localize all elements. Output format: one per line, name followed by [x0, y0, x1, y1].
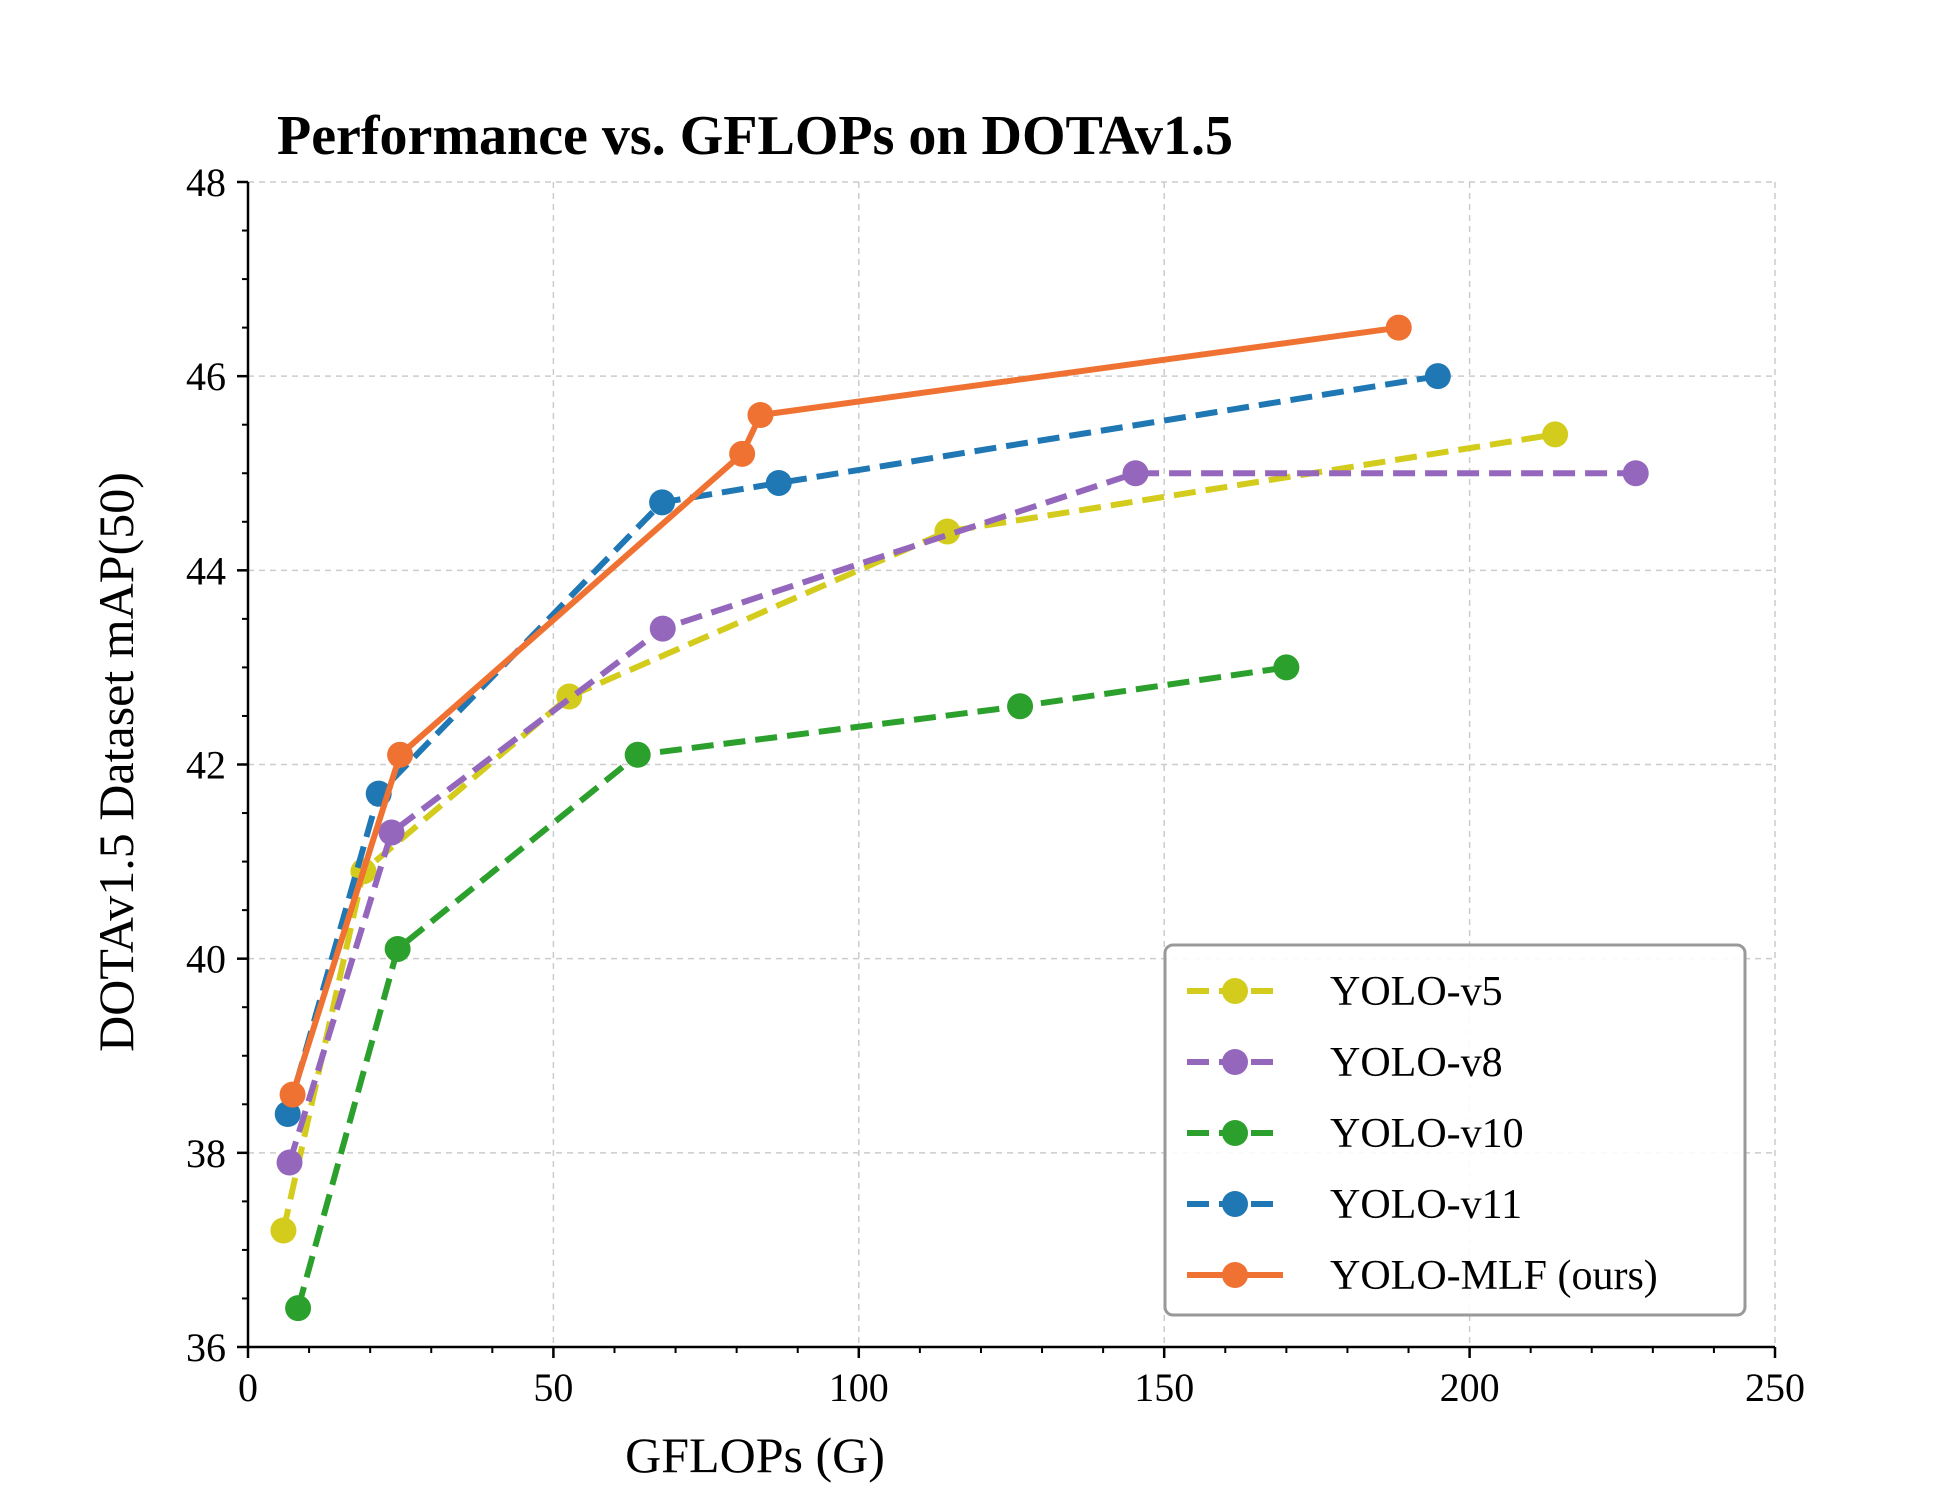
- legend-box: [1163, 943, 1747, 1317]
- data-point: [274, 1101, 301, 1127]
- y-tick-label: 40: [186, 937, 226, 982]
- y-tick-label: 38: [186, 1131, 226, 1176]
- y-tick-label: 46: [186, 354, 226, 399]
- data-point: [1122, 460, 1149, 487]
- legend: YOLO-v5 YOLO-v8 YOLO-v10 YOLO-v11 YOLO-MLF (…: [1163, 943, 1747, 1317]
- legend-label: YOLO-v5: [1330, 969, 1503, 1015]
- series-yolo-v8: [276, 460, 1649, 1176]
- series-layer: [270, 314, 1649, 1322]
- series-yolo-mlf-ours: [279, 314, 1412, 1108]
- x-tick-label: 0: [238, 1365, 258, 1410]
- legend-item: YOLO-v8: [1187, 1040, 1503, 1086]
- legend-marker: [1222, 1262, 1248, 1288]
- legend-label: YOLO-v10: [1330, 1111, 1524, 1157]
- legend-item: YOLO-v10: [1187, 1111, 1524, 1157]
- x-tick-label: 250: [1745, 1365, 1805, 1410]
- data-point: [1622, 460, 1649, 487]
- legend-marker: [1222, 1049, 1248, 1075]
- data-point: [1385, 314, 1412, 341]
- chart-title: Performance vs. GFLOPs on DOTAv1.5: [277, 105, 1233, 167]
- data-point: [1424, 363, 1451, 390]
- data-point: [387, 741, 414, 768]
- series-line: [295, 664, 1287, 1309]
- legend-marker: [1222, 1191, 1248, 1217]
- legend-item: YOLO-v11: [1187, 1182, 1522, 1228]
- x-tick-label: 200: [1440, 1365, 1500, 1410]
- x-axis-label: GFLOPs (G): [625, 1427, 885, 1483]
- legend-item: YOLO-v5: [1187, 969, 1503, 1015]
- data-point: [285, 1295, 312, 1322]
- data-point: [378, 819, 405, 846]
- legend-marker: [1222, 1120, 1248, 1146]
- legend-label: YOLO-MLF (ours): [1330, 1253, 1658, 1299]
- axes-layer: 0 50 100 150 200 250 36 38 40 42 44 46 48: [186, 160, 1805, 1410]
- data-point: [1273, 654, 1300, 681]
- data-point: [384, 935, 411, 962]
- y-axis-label: DOTAv1.5 Dataset mAP(50): [88, 472, 144, 1052]
- data-point: [729, 440, 756, 467]
- x-tick-label: 150: [1134, 1365, 1194, 1410]
- x-tick-label: 50: [533, 1365, 573, 1410]
- data-point: [765, 469, 792, 496]
- data-point: [649, 489, 676, 516]
- legend-item: YOLO-MLF (ours): [1187, 1253, 1658, 1299]
- legend-marker: [1222, 978, 1248, 1004]
- y-tick-label: 44: [186, 548, 226, 593]
- data-point: [649, 615, 676, 642]
- y-tick-label: 42: [186, 743, 226, 788]
- y-tick-label: 36: [186, 1325, 226, 1370]
- data-point: [624, 741, 651, 768]
- legend-label: YOLO-v11: [1330, 1182, 1522, 1228]
- data-point: [270, 1217, 297, 1244]
- data-point: [279, 1081, 306, 1108]
- data-point: [1542, 421, 1569, 448]
- data-point: [1007, 693, 1034, 720]
- y-tick-label: 48: [186, 160, 226, 205]
- data-point: [747, 402, 774, 428]
- x-tick-label: 100: [829, 1365, 889, 1410]
- series-line: [280, 431, 1556, 1232]
- series-yolo-v10: [285, 654, 1300, 1322]
- series-yolo-v11: [274, 363, 1451, 1127]
- data-point: [276, 1149, 303, 1176]
- legend-label: YOLO-v8: [1330, 1040, 1503, 1086]
